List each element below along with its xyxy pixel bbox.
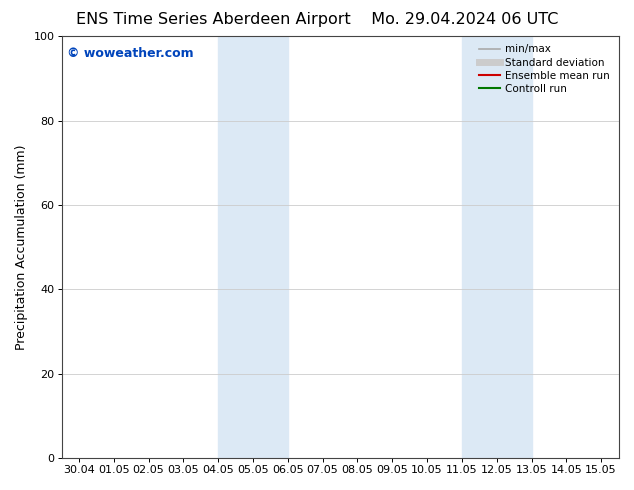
- Legend: min/max, Standard deviation, Ensemble mean run, Controll run: min/max, Standard deviation, Ensemble me…: [476, 41, 613, 97]
- Text: © woweather.com: © woweather.com: [67, 47, 194, 60]
- Y-axis label: Precipitation Accumulation (mm): Precipitation Accumulation (mm): [15, 145, 28, 350]
- Bar: [462, 36, 531, 458]
- Text: ENS Time Series Aberdeen Airport    Mo. 29.04.2024 06 UTC: ENS Time Series Aberdeen Airport Mo. 29.…: [76, 12, 558, 27]
- Bar: [218, 36, 288, 458]
